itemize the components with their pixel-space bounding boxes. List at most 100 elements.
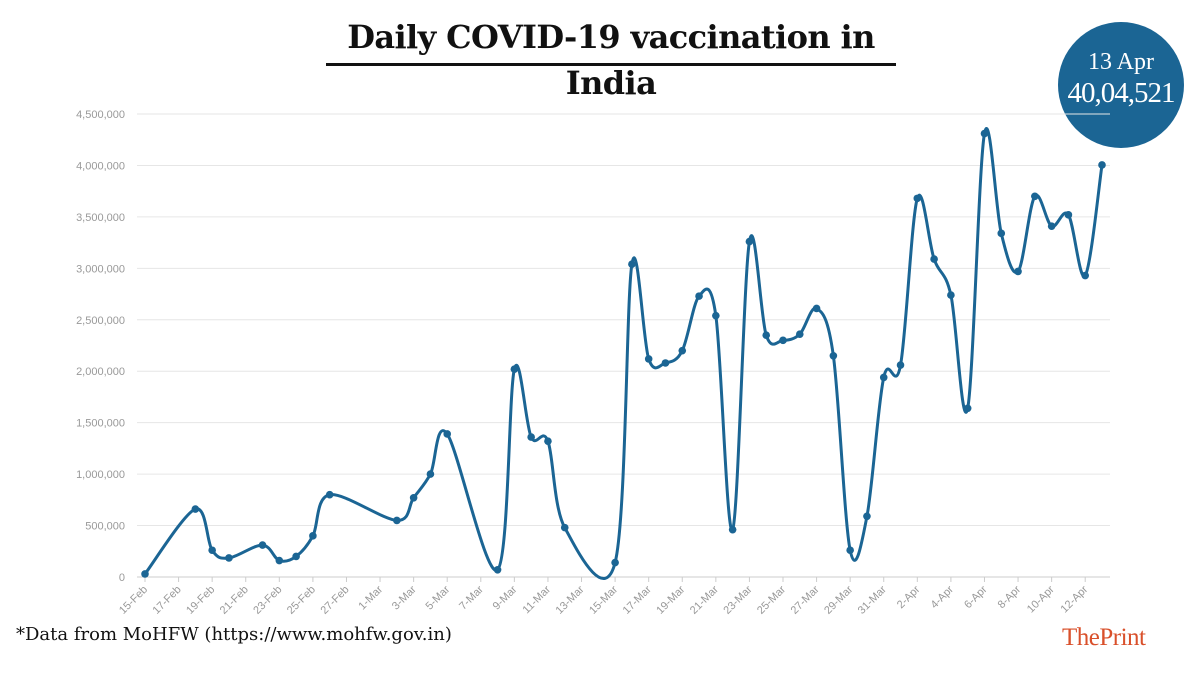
data-point: [913, 194, 922, 203]
x-tick-label: 19-Mar: [654, 583, 687, 616]
x-tick-label: 29-Mar: [822, 583, 855, 616]
data-point: [510, 365, 519, 373]
data-point: [779, 336, 787, 345]
x-tick-label: 15-Mar: [587, 583, 620, 616]
x-tick-label: 13-Mar: [554, 583, 587, 616]
data-point: [980, 129, 989, 138]
series-line: [143, 127, 1104, 580]
data-point: [728, 525, 737, 534]
x-tick-label: 9-Mar: [491, 583, 520, 612]
data-point: [191, 505, 200, 513]
x-tick-label: 10-Apr: [1025, 583, 1057, 615]
x-tick-label: 17-Mar: [621, 583, 654, 616]
x-tick-label: 31-Mar: [856, 583, 889, 616]
gridlines: [137, 113, 1110, 578]
data-point: [611, 558, 619, 567]
data-point: [846, 546, 854, 555]
data-point: [1081, 271, 1090, 280]
data-point: [812, 304, 821, 313]
data-point: [275, 556, 284, 565]
x-tick-label: 21-Mar: [688, 583, 721, 616]
y-tick-label: 3,500,000: [76, 212, 125, 224]
chart-title: Daily COVID-19 vaccination in India: [326, 14, 896, 102]
data-point: [863, 512, 871, 521]
data-point: [1031, 192, 1039, 201]
x-tick-label: 27-Mar: [789, 583, 822, 616]
data-point: [628, 260, 636, 269]
y-tick-label: 2,000,000: [76, 366, 125, 378]
data-point: [258, 541, 267, 549]
data-point: [963, 404, 972, 413]
x-tick-label: 15-Feb: [117, 584, 150, 617]
x-tick-label: 6-Apr: [962, 583, 990, 611]
data-point: [493, 565, 502, 574]
data-point: [678, 346, 687, 355]
x-tick-label: 2-Apr: [895, 583, 923, 611]
x-tick-label: 1-Mar: [356, 583, 385, 612]
y-tick-label: 500,000: [85, 521, 125, 533]
x-tick-label: 21-Feb: [218, 584, 251, 617]
data-point: [426, 470, 435, 478]
series-path: [143, 127, 1104, 580]
y-tick-label: 1,000,000: [76, 469, 125, 481]
badge-value: 40,04,521: [1067, 77, 1176, 109]
data-point: [1014, 267, 1022, 276]
y-tick-label: 1,500,000: [76, 418, 125, 430]
x-tick-label: 8-Apr: [996, 583, 1024, 611]
data-point: [443, 430, 452, 438]
data-point: [208, 546, 216, 555]
x-tick-label: 23-Feb: [251, 584, 284, 617]
y-tick-label: 2,500,000: [76, 315, 125, 327]
data-point: [695, 292, 703, 300]
data-point: [141, 570, 149, 578]
data-point: [1047, 222, 1056, 230]
data-point: [309, 532, 317, 540]
data-point: [896, 361, 905, 369]
data-point: [712, 311, 720, 320]
x-tick-label: 17-Feb: [151, 584, 184, 617]
data-point: [527, 433, 535, 441]
data-point: [997, 229, 1006, 238]
x-tick-label: 25-Feb: [285, 584, 318, 617]
data-point: [544, 437, 552, 445]
x-tick-label: 7-Mar: [457, 583, 486, 612]
data-point: [930, 255, 938, 263]
data-points: [141, 129, 1106, 578]
y-tick-label: 3,000,000: [76, 263, 125, 275]
data-point: [325, 490, 334, 499]
x-axis-labels: 15-Feb 17-Feb 19-Feb 21-Feb 23-Feb 25-Feb 27-F…: [117, 577, 1091, 617]
data-point: [225, 554, 233, 562]
data-point: [1098, 161, 1106, 169]
data-point: [409, 493, 418, 502]
x-tick-label: 27-Feb: [318, 584, 351, 617]
data-point: [879, 373, 888, 382]
data-point: [829, 351, 838, 360]
y-tick-label: 4,500,000: [76, 109, 125, 121]
data-point: [795, 330, 804, 338]
data-point: [644, 355, 653, 363]
x-tick-label: 12-Apr: [1058, 583, 1090, 615]
badge-date: 13 Apr: [1088, 49, 1154, 75]
x-tick-label: 11-Mar: [521, 583, 554, 616]
x-tick-label: 4-Apr: [929, 583, 957, 611]
source-footnote: *Data from MoHFW (https://www.mohfw.gov.…: [16, 624, 452, 645]
y-axis-labels: 0 500,000 1,000,000 1,500,000 2,000,000 2,500…: [76, 109, 125, 584]
y-tick-label: 4,000,000: [76, 160, 125, 172]
data-point: [762, 331, 771, 340]
brand-logo: ThePrint: [1062, 624, 1146, 651]
x-tick-label: 19-Feb: [184, 584, 217, 617]
y-tick-label: 0: [119, 572, 125, 584]
data-point: [292, 552, 300, 561]
x-tick-label: 3-Mar: [390, 583, 419, 612]
latest-value-badge: 13 Apr 40,04,521: [1058, 22, 1184, 148]
data-point: [1064, 211, 1073, 219]
data-point: [560, 523, 569, 532]
x-tick-label: 23-Mar: [721, 583, 754, 616]
x-tick-label: 25-Mar: [755, 583, 788, 616]
x-tick-label: 5-Mar: [424, 583, 453, 612]
data-point: [745, 237, 754, 246]
data-point: [393, 516, 401, 525]
data-point: [947, 291, 955, 299]
data-point: [661, 359, 670, 367]
